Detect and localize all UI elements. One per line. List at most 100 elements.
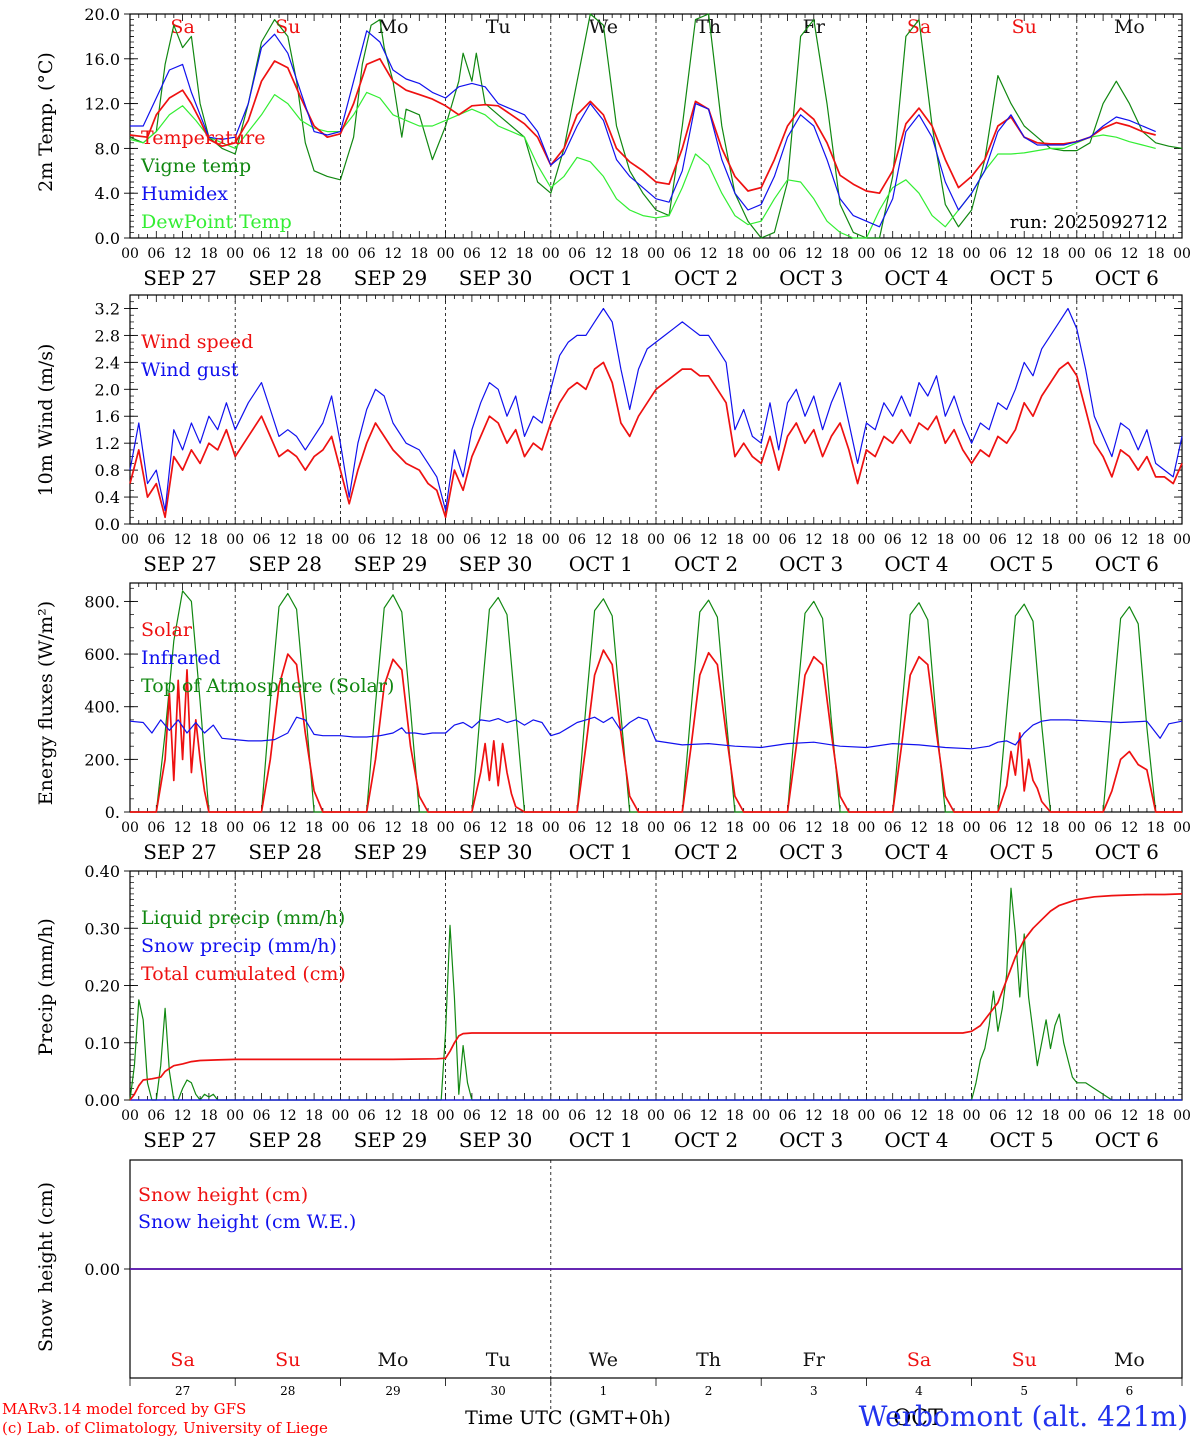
hour-label: 18 bbox=[1042, 1108, 1060, 1124]
date-label: OCT 4 bbox=[884, 1128, 948, 1152]
hour-label: 00 bbox=[226, 246, 244, 262]
date-label: SEP 28 bbox=[248, 266, 322, 290]
hour-label: 00 bbox=[121, 246, 139, 262]
hour-label: 00 bbox=[331, 820, 349, 836]
legend-temperature: Temperature bbox=[141, 127, 265, 149]
hour-label: 06 bbox=[884, 820, 902, 836]
hour-label: 06 bbox=[463, 246, 481, 262]
date-label: SEP 30 bbox=[459, 1128, 533, 1152]
date-label: OCT 2 bbox=[674, 1128, 738, 1152]
y-tick-label: 0.00 bbox=[84, 1091, 120, 1110]
hour-label: 06 bbox=[1094, 1108, 1112, 1124]
hour-label: 18 bbox=[621, 532, 639, 548]
date-label: SEP 28 bbox=[248, 1128, 322, 1152]
hour-label: 00 bbox=[542, 820, 560, 836]
hour-label: 06 bbox=[884, 1108, 902, 1124]
hour-label: 00 bbox=[963, 246, 981, 262]
y-tick-label: 400. bbox=[84, 698, 120, 717]
legend-liquid-precip: Liquid precip (mm/h) bbox=[141, 907, 345, 929]
day-name: Tu bbox=[486, 1349, 511, 1371]
hour-label: 00 bbox=[226, 532, 244, 548]
hour-label: 18 bbox=[1042, 532, 1060, 548]
hour-label: 18 bbox=[831, 1108, 849, 1124]
hour-label: 00 bbox=[121, 820, 139, 836]
hour-label: 06 bbox=[673, 246, 691, 262]
hour-label: 18 bbox=[1147, 1108, 1165, 1124]
date-label: SEP 30 bbox=[459, 266, 533, 290]
model-credit: MARv3.14 model forced by GFS bbox=[2, 1400, 247, 1418]
date-label: OCT 4 bbox=[884, 552, 948, 576]
hour-label: 12 bbox=[910, 246, 928, 262]
series-infrared bbox=[129, 716, 1183, 750]
date-label: OCT 4 bbox=[884, 266, 948, 290]
hour-label: 06 bbox=[989, 532, 1007, 548]
y-tick-label: 0.30 bbox=[84, 919, 120, 938]
legend-snow-height-we: Snow height (cm W.E.) bbox=[138, 1211, 356, 1233]
hour-label: 18 bbox=[200, 246, 218, 262]
temperature-ylabel: 2m Temp. (°C) bbox=[35, 52, 57, 192]
hour-label: 00 bbox=[857, 820, 875, 836]
hour-label: 12 bbox=[1015, 1108, 1033, 1124]
y-tick-label: 1.6 bbox=[95, 407, 120, 426]
hour-label: 18 bbox=[410, 820, 428, 836]
date-label: SEP 28 bbox=[248, 840, 322, 864]
day-name: Su bbox=[1012, 16, 1037, 38]
hour-label: 18 bbox=[516, 1108, 534, 1124]
hour-label: 18 bbox=[726, 246, 744, 262]
series-temperature bbox=[129, 57, 1156, 195]
hour-label: 06 bbox=[568, 1108, 586, 1124]
hour-label: 00 bbox=[1173, 1108, 1191, 1124]
day-name: Sa bbox=[907, 1349, 931, 1371]
hour-label: 00 bbox=[963, 820, 981, 836]
hour-label: 06 bbox=[989, 820, 1007, 836]
y-tick-label: 800. bbox=[84, 592, 120, 611]
hour-label: 06 bbox=[779, 246, 797, 262]
hour-label: 18 bbox=[200, 1108, 218, 1124]
x-axis-label: Time UTC (GMT+0h) bbox=[465, 1407, 671, 1429]
hour-label: 18 bbox=[410, 532, 428, 548]
hour-label: 00 bbox=[1068, 820, 1086, 836]
hour-label: 00 bbox=[857, 532, 875, 548]
date-label: OCT 1 bbox=[569, 840, 633, 864]
series-vigne-temp bbox=[129, 13, 1183, 239]
date-number: 2 bbox=[705, 1384, 713, 1398]
hour-label: 00 bbox=[542, 532, 560, 548]
hour-label: 12 bbox=[594, 820, 612, 836]
hour-label: 00 bbox=[437, 246, 455, 262]
hour-label: 18 bbox=[305, 532, 323, 548]
hour-label: 06 bbox=[147, 532, 165, 548]
legend-snow-height: Snow height (cm) bbox=[138, 1184, 308, 1206]
hour-label: 00 bbox=[1173, 246, 1191, 262]
hour-label: 12 bbox=[489, 820, 507, 836]
hour-label: 00 bbox=[121, 1108, 139, 1124]
hour-label: 12 bbox=[174, 1108, 192, 1124]
date-label: OCT 1 bbox=[569, 552, 633, 576]
day-name: Fr bbox=[803, 1349, 826, 1371]
date-label: OCT 1 bbox=[569, 266, 633, 290]
hour-label: 00 bbox=[963, 532, 981, 548]
date-label: OCT 6 bbox=[1095, 1128, 1159, 1152]
hour-label: 18 bbox=[621, 1108, 639, 1124]
hour-label: 00 bbox=[752, 820, 770, 836]
hour-label: 18 bbox=[936, 532, 954, 548]
hour-label: 06 bbox=[779, 820, 797, 836]
date-label: SEP 29 bbox=[354, 552, 428, 576]
day-name: Su bbox=[1012, 1349, 1037, 1371]
y-tick-label: 0.00 bbox=[84, 1260, 120, 1279]
hour-label: 00 bbox=[1068, 246, 1086, 262]
run-annotation: run: 2025092712 bbox=[1010, 212, 1168, 233]
hour-label: 06 bbox=[463, 532, 481, 548]
hour-label: 00 bbox=[752, 1108, 770, 1124]
date-label: OCT 1 bbox=[569, 1128, 633, 1152]
hour-label: 12 bbox=[1015, 246, 1033, 262]
snow-ylabel: Snow height (cm) bbox=[35, 1182, 57, 1352]
hour-label: 18 bbox=[305, 1108, 323, 1124]
hour-label: 06 bbox=[568, 820, 586, 836]
date-label: OCT 5 bbox=[990, 1128, 1054, 1152]
y-tick-label: 0.8 bbox=[95, 461, 120, 480]
wind-ylabel: 10m Wind (m/s) bbox=[35, 344, 57, 497]
legend-toa-solar: Top of Atmosphere (Solar) bbox=[141, 675, 394, 697]
hour-label: 00 bbox=[331, 532, 349, 548]
